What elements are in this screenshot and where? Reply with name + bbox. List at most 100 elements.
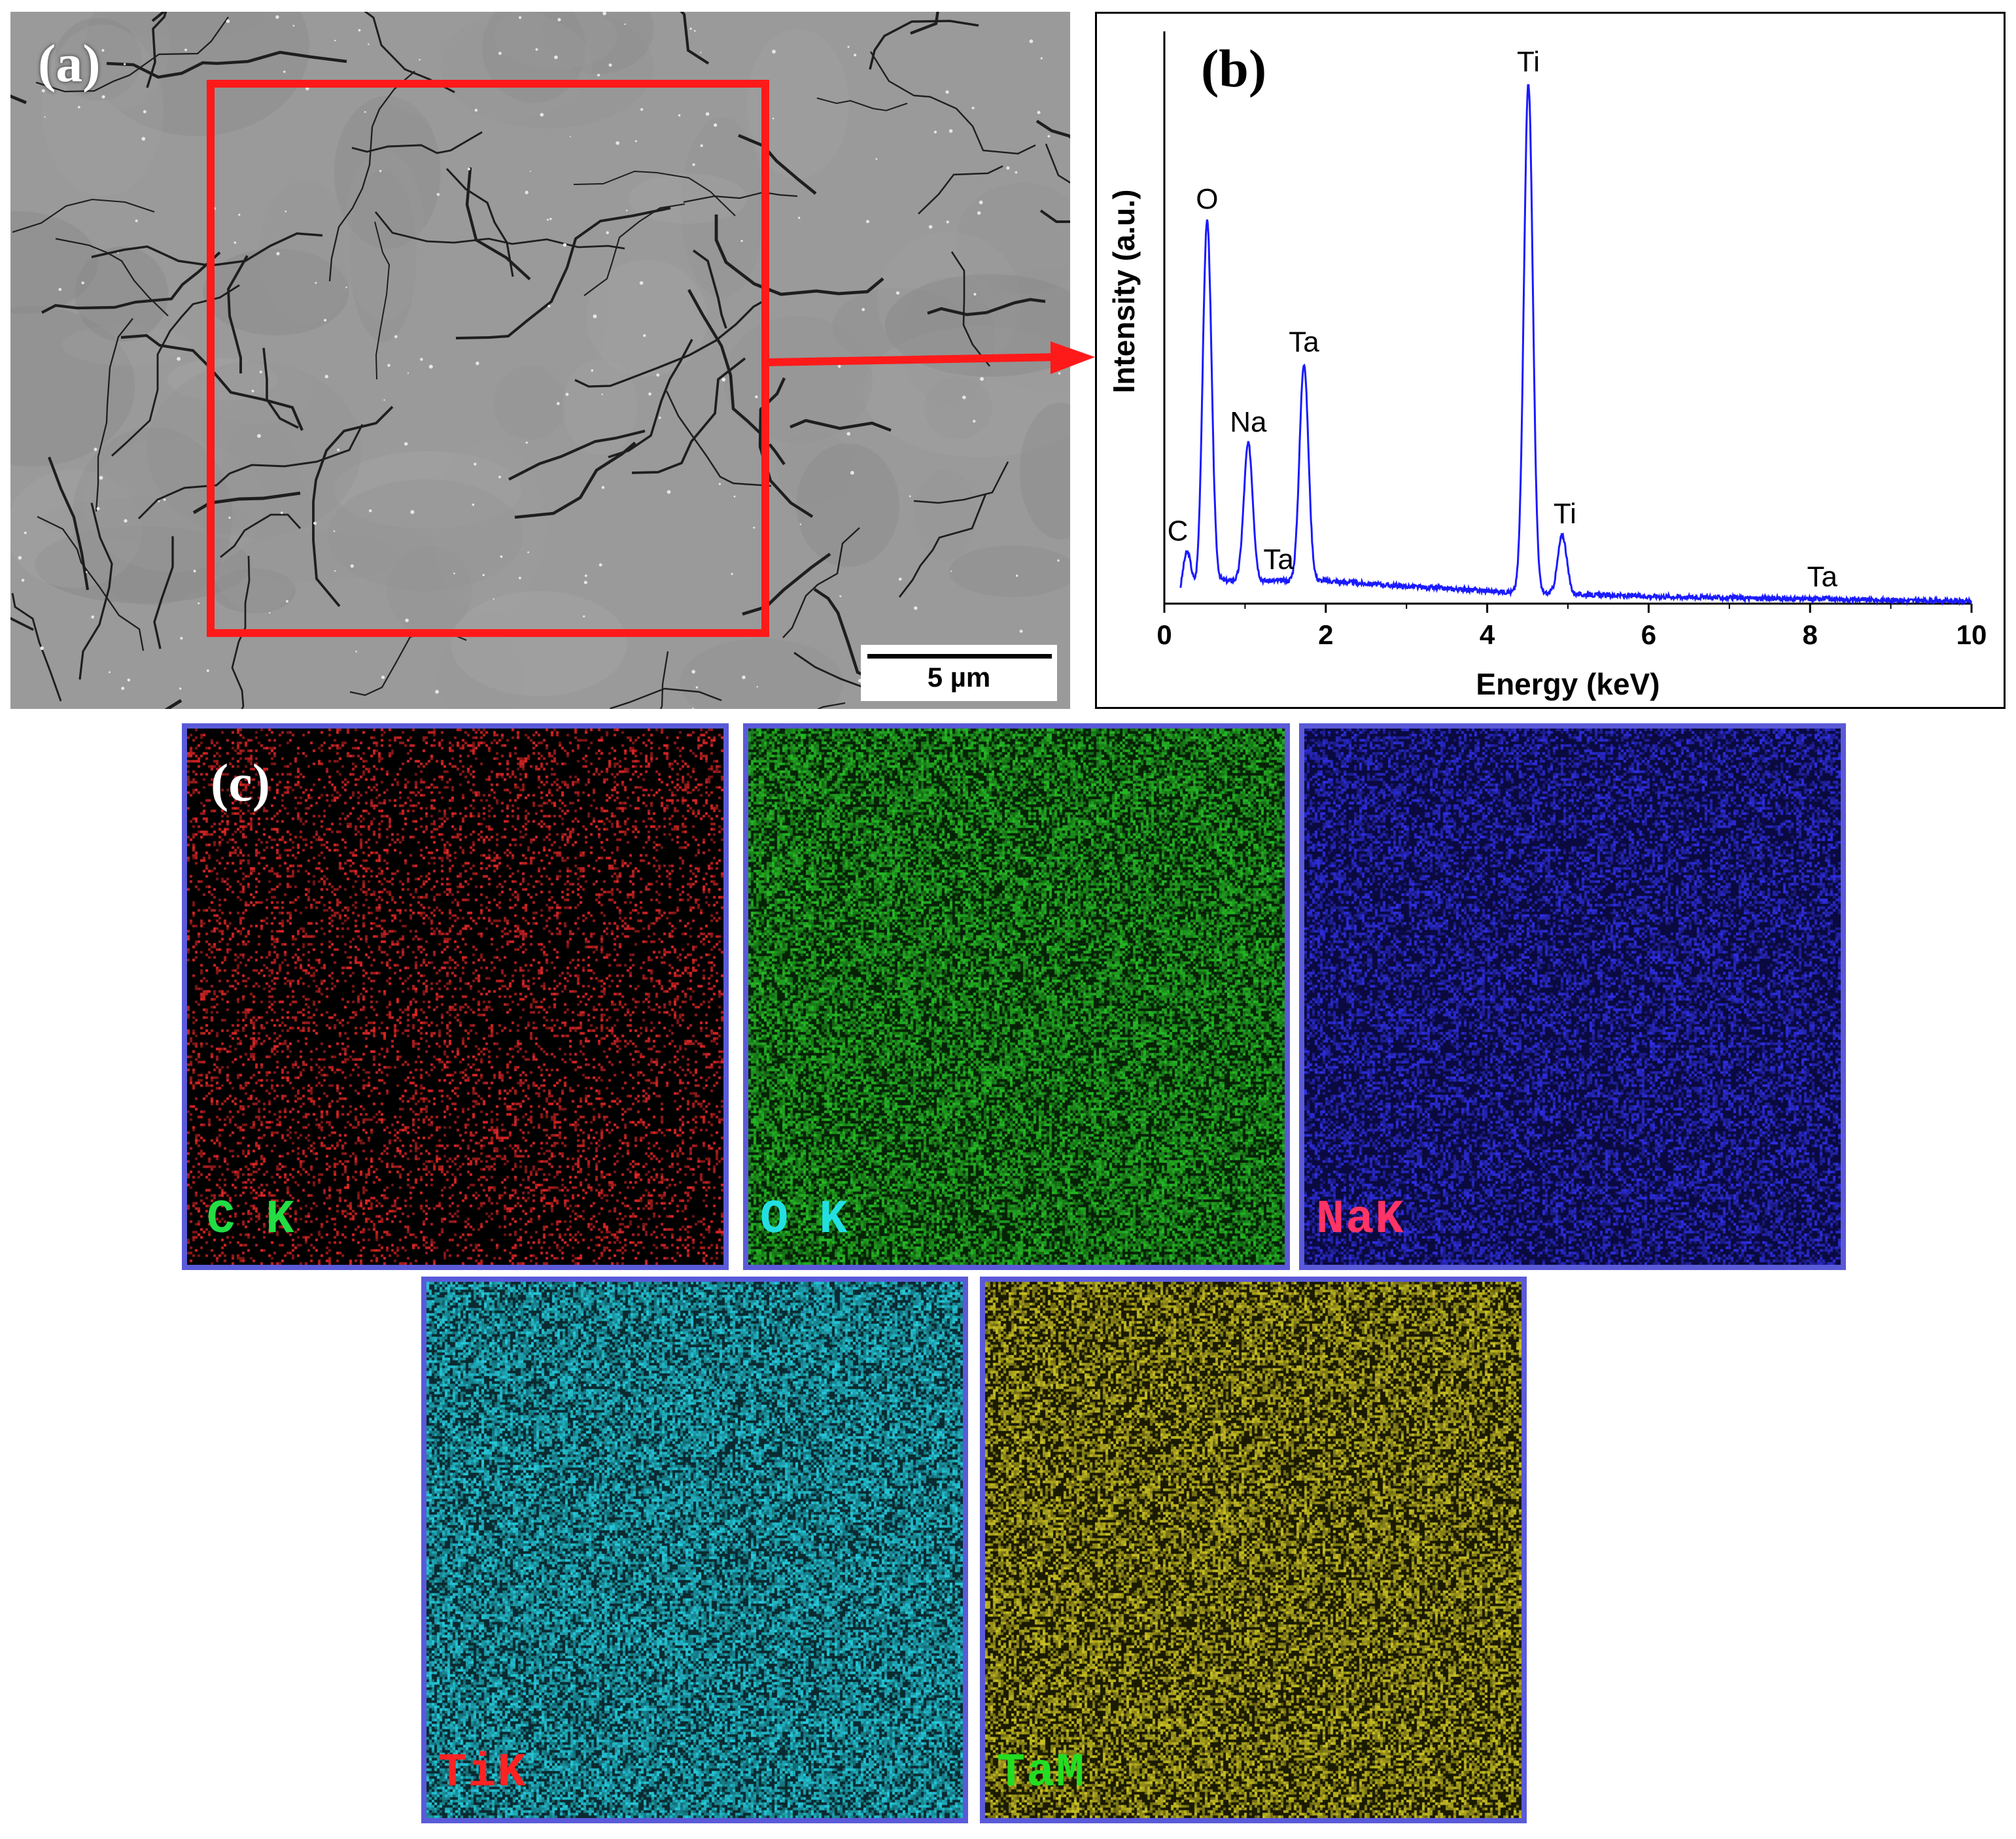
sem-particle (583, 615, 585, 618)
sem-crack (312, 405, 394, 608)
map-c-k-label: C K (207, 1193, 296, 1246)
sem-crack (918, 165, 1003, 215)
sem-particle (407, 372, 409, 374)
sem-particle (99, 475, 103, 480)
sem-particle (772, 117, 774, 120)
sem-particle (909, 495, 911, 498)
sem-crack (374, 211, 625, 250)
map-ti-k-canvas (426, 1282, 963, 1818)
sem-shade (948, 545, 1070, 598)
sem-particle (557, 18, 561, 22)
sem-particle (742, 675, 746, 679)
panel-b-label: (b) (1201, 39, 1267, 98)
sem-particle (226, 19, 230, 24)
sem-particle (121, 687, 125, 691)
sem-crack (41, 251, 221, 314)
sem-shade (680, 116, 765, 298)
sem-shade (532, 221, 608, 390)
sem-crack (10, 94, 27, 105)
sem-crack (374, 221, 391, 380)
sem-particle (1015, 171, 1018, 174)
sem-particle (334, 570, 336, 572)
sem-particle (518, 576, 521, 579)
sem-particle (91, 615, 95, 619)
y-axis-label: Intensity (a.u.) (1107, 190, 1141, 394)
sem-particle (656, 373, 660, 377)
sem-particle (1037, 111, 1041, 114)
sem-particle (948, 129, 953, 133)
sem-crack (95, 318, 133, 512)
sem-particle (527, 551, 529, 553)
sem-particle (472, 503, 475, 506)
sem-particle (381, 675, 385, 679)
sem-crack (816, 702, 846, 709)
sem-particle (837, 364, 841, 368)
sem-crack (683, 191, 798, 203)
sem-shade (212, 568, 296, 613)
sem-crack (55, 237, 169, 317)
sem-shade (542, 12, 654, 74)
sem-particle (667, 490, 671, 494)
sem-particle (606, 231, 609, 235)
sem-particle (333, 530, 336, 532)
sem-crack (364, 12, 455, 94)
sem-particle (18, 556, 22, 560)
eds-spectrum-chart: 0 2 4 6 8 10 C O Na Ta Ta Ti Ti Ta Energy (keV) Inte… (1107, 31, 1987, 701)
sem-shade (84, 438, 264, 572)
sem-particle (798, 216, 801, 219)
sem-particle (435, 689, 439, 694)
sem-particle (467, 167, 471, 171)
sem-crack (583, 203, 686, 296)
sem-crack (665, 390, 772, 487)
sem-particle (135, 219, 138, 222)
peak-label: Ta (1289, 326, 1319, 358)
sem-particle (292, 24, 295, 27)
sem-particle (705, 112, 710, 116)
sem-crack (910, 12, 939, 35)
sem-crack (231, 555, 251, 709)
sem-shade (349, 169, 417, 343)
sem-particle (184, 48, 187, 52)
sem-particle (420, 358, 423, 361)
sem-particle (913, 606, 918, 610)
sem-particle (394, 335, 398, 339)
sem-particle (428, 364, 433, 369)
sem-crack (573, 170, 736, 216)
sem-particle (1047, 135, 1051, 138)
sem-shade (438, 628, 525, 709)
sem-particle (436, 193, 440, 196)
sem-shade (877, 231, 1021, 372)
sem-crack (738, 133, 817, 195)
sem-particle (642, 334, 646, 337)
sem-shade (42, 12, 170, 114)
sem-particle (980, 377, 984, 381)
sem-shade (55, 18, 142, 101)
sem-crack (869, 20, 979, 70)
sem-particle (556, 402, 560, 405)
sem-particle (756, 685, 758, 688)
peak-label: O (1196, 183, 1218, 215)
sem-crack (351, 131, 483, 154)
sem-shade (493, 365, 567, 440)
sem-particle (453, 572, 455, 575)
sem-particle (324, 375, 328, 379)
sem-particle (410, 510, 415, 514)
sem-particle (616, 141, 619, 145)
sem-shade (440, 12, 654, 129)
sem-particle (584, 574, 587, 577)
sem-crack (742, 553, 831, 616)
map-c-k-canvas (187, 729, 723, 1265)
map-na-k-label: NaK (1316, 1193, 1405, 1246)
sem-particle (355, 651, 357, 653)
sem-crack (869, 51, 1036, 155)
sem-particle (259, 370, 262, 373)
sem-shade (334, 451, 521, 529)
sem-shade (203, 442, 311, 613)
sem-particle (1057, 559, 1060, 562)
sem-shade (218, 420, 300, 540)
sem-shade (899, 277, 996, 404)
sem-crack (153, 536, 174, 649)
sem-particle (549, 218, 552, 220)
sem-particle (946, 220, 949, 224)
sem-particle (678, 114, 681, 117)
